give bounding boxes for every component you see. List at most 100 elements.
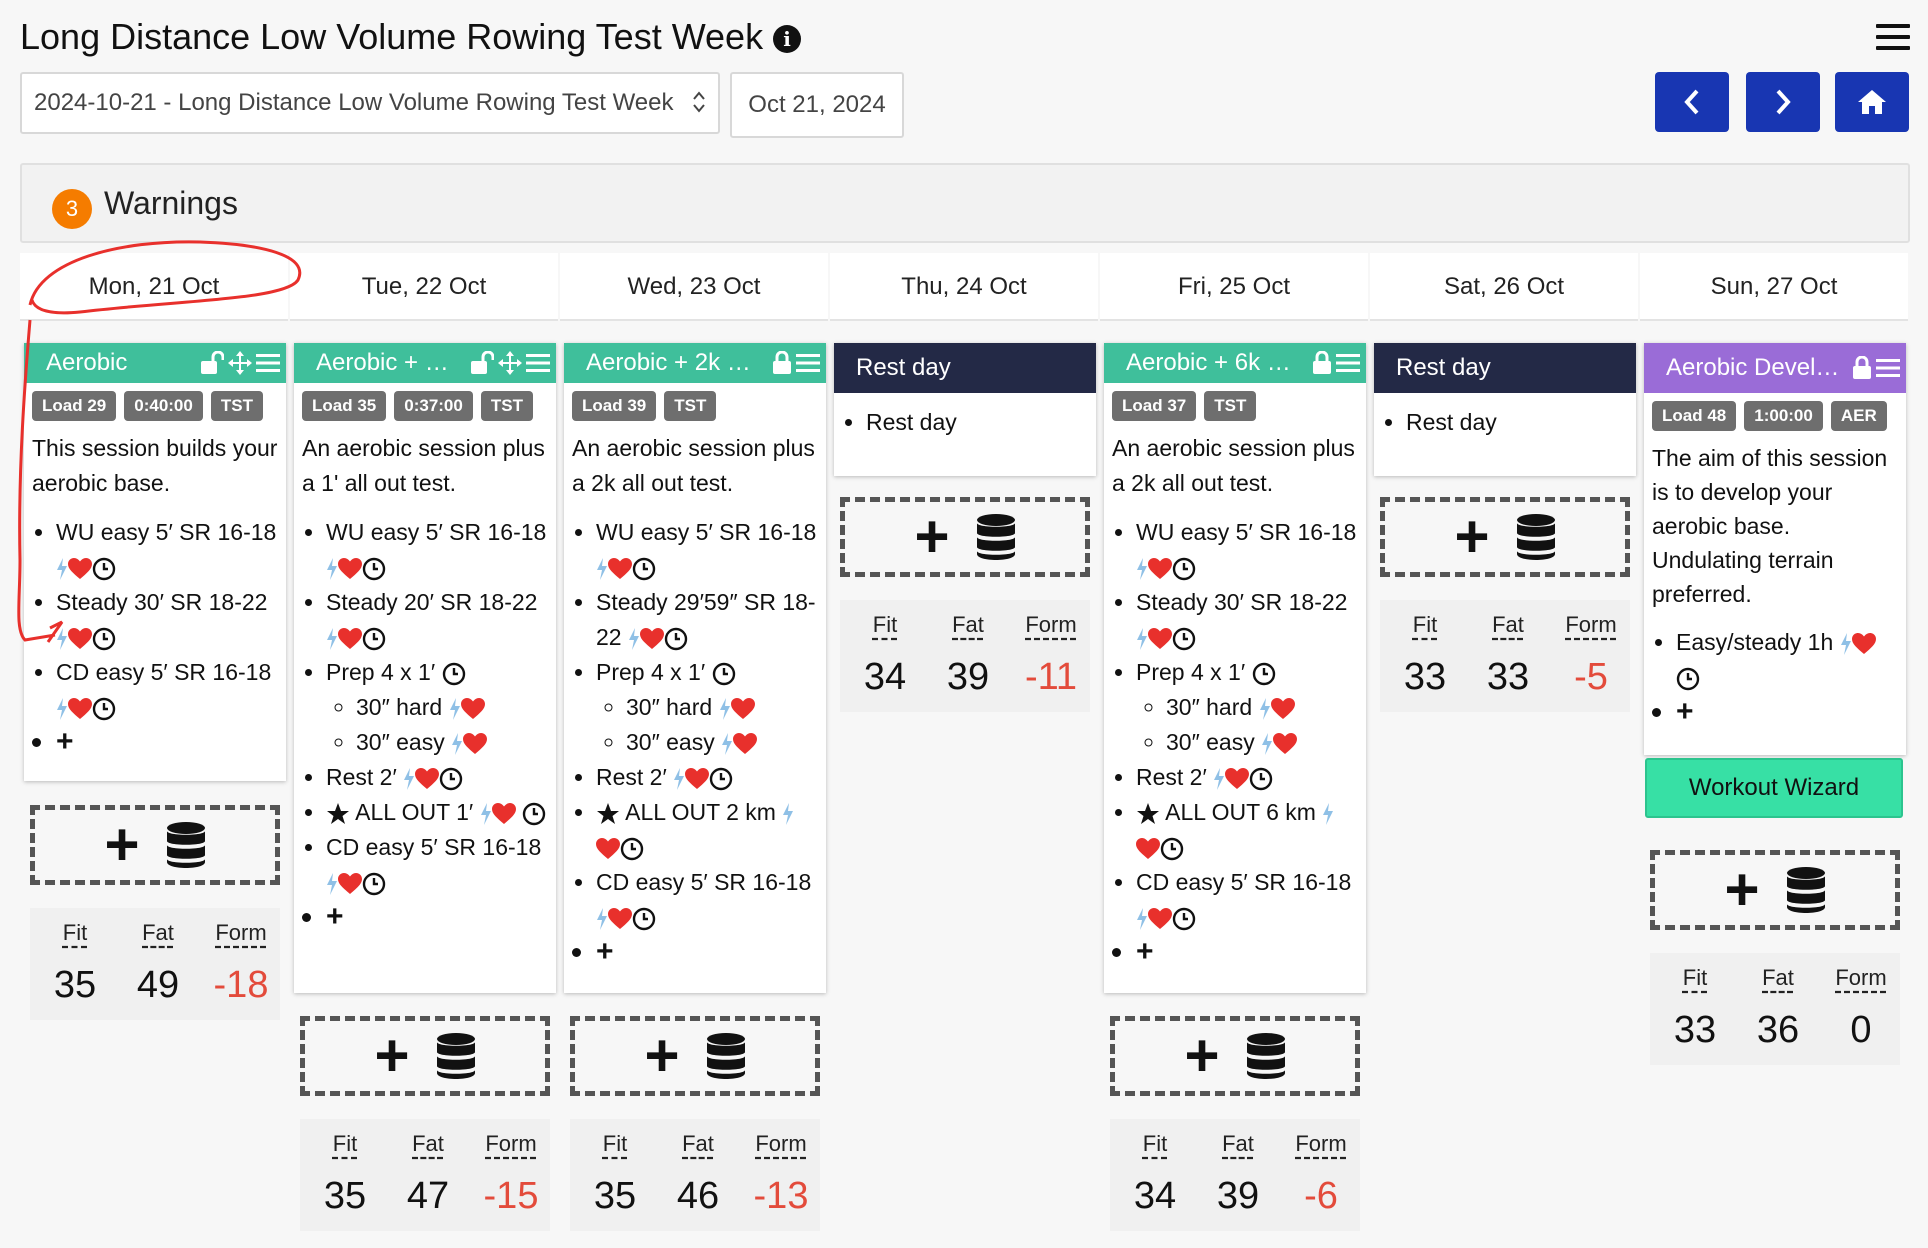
lock-icon[interactable] [1852, 356, 1872, 380]
menu-icon[interactable] [256, 353, 280, 373]
add-workout-box-sun[interactable]: + [1650, 850, 1900, 930]
form-label[interactable]: Form [1295, 1131, 1347, 1156]
workout-card-sun[interactable]: Aerobic Devel… Load 48 1:00:00 AER The a… [1644, 343, 1906, 755]
fit-label[interactable]: Fit [1412, 612, 1438, 637]
rest-card-thu[interactable]: Rest day Rest day [834, 343, 1096, 476]
unlock-icon[interactable] [200, 351, 224, 375]
step-item[interactable]: ALL OUT 2 km [596, 795, 826, 865]
substep-item[interactable]: 30″ easy [1166, 725, 1362, 760]
hamburger-menu-icon[interactable] [1876, 24, 1910, 54]
add-step-button[interactable]: + [596, 935, 826, 969]
add-icon[interactable]: + [1184, 1022, 1220, 1089]
step-item[interactable]: Prep 4 x 1′ 30″ hard 30″ easy [596, 655, 826, 760]
workout-card-wed[interactable]: Aerobic + 2k … Load 39 TST An aerobic se… [564, 343, 826, 993]
rest-card-header[interactable]: Rest day [1374, 343, 1636, 393]
workout-card-mon[interactable]: Aerobic Load 29 0:40:00 TST This session… [24, 343, 286, 781]
step-item[interactable]: WU easy 5′ SR 16-18 [1136, 515, 1366, 585]
step-item[interactable]: Steady 30′ SR 18-22 [1136, 585, 1366, 655]
move-icon[interactable] [228, 351, 252, 375]
step-item[interactable]: WU easy 5′ SR 16-18 [326, 515, 556, 585]
library-database-icon[interactable] [436, 1032, 476, 1080]
library-database-icon[interactable] [976, 513, 1016, 561]
library-database-icon[interactable] [706, 1032, 746, 1080]
step-item[interactable]: CD easy 5′ SR 16-18 [56, 655, 286, 725]
library-database-icon[interactable] [1516, 513, 1556, 561]
rest-card-sat[interactable]: Rest day Rest day [1374, 343, 1636, 476]
add-icon[interactable]: + [1454, 503, 1490, 570]
form-label[interactable]: Form [485, 1131, 537, 1156]
workout-card-header[interactable]: Aerobic + … [294, 343, 556, 383]
substep-item[interactable]: 30″ hard [356, 690, 552, 725]
step-item[interactable]: ALL OUT 6 km [1136, 795, 1366, 865]
menu-icon[interactable] [1876, 358, 1900, 378]
lock-icon[interactable] [772, 351, 792, 375]
date-input[interactable]: Oct 21, 2024 [730, 72, 904, 138]
warnings-panel[interactable]: 3 Warnings [20, 163, 1910, 243]
step-item[interactable]: Prep 4 x 1′ 30″ hard 30″ easy [326, 655, 556, 760]
substep-item[interactable]: 30″ hard [1166, 690, 1362, 725]
step-item[interactable]: CD easy 5′ SR 16-18 [1136, 865, 1366, 935]
step-item[interactable]: WU easy 5′ SR 16-18 [56, 515, 286, 585]
add-workout-box-tue[interactable]: + [300, 1016, 550, 1096]
step-item[interactable]: Steady 30′ SR 18-22 [56, 585, 286, 655]
add-step-button[interactable]: + [1136, 935, 1366, 969]
fit-label[interactable]: Fit [1142, 1131, 1168, 1156]
menu-icon[interactable] [1336, 353, 1360, 373]
workout-card-header[interactable]: Aerobic + 6k … [1104, 343, 1366, 383]
step-item[interactable]: CD easy 5′ SR 16-18 [596, 865, 826, 935]
step-item[interactable]: ALL OUT 1′ [326, 795, 556, 830]
fit-label[interactable]: Fit [602, 1131, 628, 1156]
unlock-icon[interactable] [470, 351, 494, 375]
move-icon[interactable] [498, 351, 522, 375]
next-week-button[interactable] [1746, 72, 1820, 132]
fit-label[interactable]: Fit [62, 920, 88, 945]
workout-card-header[interactable]: Aerobic [24, 343, 286, 383]
fit-label[interactable]: Fit [332, 1131, 358, 1156]
add-workout-box-mon[interactable]: + [30, 805, 280, 885]
form-label[interactable]: Form [755, 1131, 807, 1156]
add-icon[interactable]: + [1724, 856, 1760, 923]
step-item[interactable]: Steady 29′59″ SR 18-22 [596, 585, 826, 655]
add-workout-box-fri[interactable]: + [1110, 1016, 1360, 1096]
fat-label[interactable]: Fat [682, 1131, 714, 1156]
fat-label[interactable]: Fat [142, 920, 174, 945]
substep-item[interactable]: 30″ easy [356, 725, 552, 760]
add-step-button[interactable]: + [1676, 695, 1906, 729]
fit-label[interactable]: Fit [1682, 965, 1708, 990]
step-item[interactable]: Rest 2′ [596, 760, 826, 795]
lock-icon[interactable] [1312, 351, 1332, 375]
fat-label[interactable]: Fat [1222, 1131, 1254, 1156]
fat-label[interactable]: Fat [952, 612, 984, 637]
prev-week-button[interactable] [1655, 72, 1729, 132]
fat-label[interactable]: Fat [1492, 612, 1524, 637]
add-workout-box-thu[interactable]: + [840, 497, 1090, 577]
step-item[interactable]: CD easy 5′ SR 16-18 [326, 830, 556, 900]
add-icon[interactable]: + [914, 503, 950, 570]
step-item[interactable]: WU easy 5′ SR 16-18 [596, 515, 826, 585]
substep-item[interactable]: 30″ easy [626, 725, 822, 760]
workout-card-header[interactable]: Aerobic Devel… [1644, 343, 1906, 393]
workout-card-fri[interactable]: Aerobic + 6k … Load 37 TST An aerobic se… [1104, 343, 1366, 993]
home-button[interactable] [1835, 72, 1909, 132]
fit-label[interactable]: Fit [872, 612, 898, 637]
step-item[interactable]: Prep 4 x 1′ 30″ hard 30″ easy [1136, 655, 1366, 760]
workout-card-tue[interactable]: Aerobic + … Load 35 0:37:00 TST An aerob… [294, 343, 556, 993]
substep-item[interactable]: 30″ hard [626, 690, 822, 725]
add-icon[interactable]: + [374, 1022, 410, 1089]
form-label[interactable]: Form [1835, 965, 1887, 990]
add-workout-box-wed[interactable]: + [570, 1016, 820, 1096]
library-database-icon[interactable] [1786, 866, 1826, 914]
add-icon[interactable]: + [644, 1022, 680, 1089]
fat-label[interactable]: Fat [412, 1131, 444, 1156]
step-item[interactable]: Steady 20′ SR 18-22 [326, 585, 556, 655]
add-icon[interactable]: + [104, 811, 140, 878]
step-item[interactable]: Rest 2′ [1136, 760, 1366, 795]
workout-wizard-button[interactable]: Workout Wizard [1645, 758, 1903, 818]
fat-label[interactable]: Fat [1762, 965, 1794, 990]
form-label[interactable]: Form [215, 920, 267, 945]
form-label[interactable]: Form [1025, 612, 1077, 637]
menu-icon[interactable] [526, 353, 550, 373]
info-icon[interactable]: i [773, 25, 802, 54]
week-select[interactable]: 2024-10-21 - Long Distance Low Volume Ro… [20, 72, 720, 134]
add-step-button[interactable]: + [326, 900, 556, 934]
